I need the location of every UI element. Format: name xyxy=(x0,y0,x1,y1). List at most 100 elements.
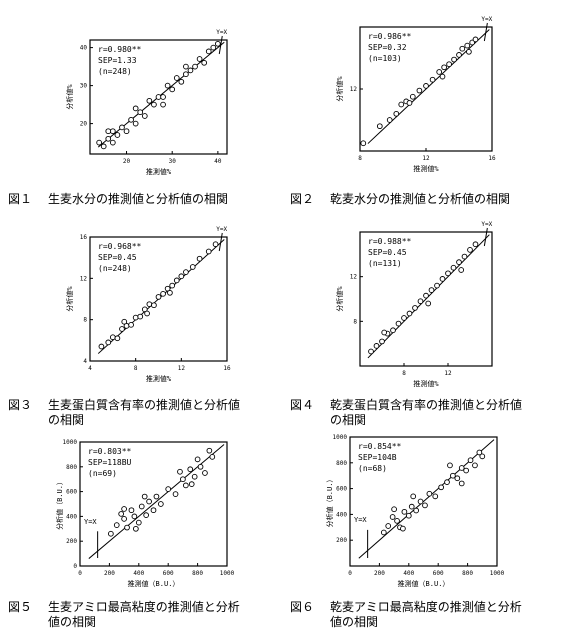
data-point xyxy=(390,327,396,334)
data-point xyxy=(206,447,213,454)
data-point xyxy=(467,457,474,464)
data-point xyxy=(446,61,452,68)
data-point xyxy=(429,76,436,83)
data-point xyxy=(464,42,471,49)
identity-arrow xyxy=(483,227,488,247)
data-point xyxy=(472,241,479,248)
data-point xyxy=(172,491,179,497)
y-tick-label: 1000 xyxy=(63,439,78,446)
stats-line: (n=68) xyxy=(358,464,387,473)
y-tick-label: 20 xyxy=(80,121,88,128)
identity-arrow xyxy=(218,35,223,55)
data-point xyxy=(151,302,157,309)
stats-line: SEP=0.45 xyxy=(368,248,407,257)
data-point xyxy=(173,75,180,81)
y-tick-label: 12 xyxy=(350,274,358,281)
y-tick-label: 30 xyxy=(80,83,88,90)
data-point xyxy=(463,467,469,474)
data-point xyxy=(400,525,406,532)
stats-line: (n=248) xyxy=(98,264,132,273)
data-point xyxy=(121,318,128,325)
identity-label: Y=X xyxy=(481,16,492,23)
identity-arrow xyxy=(483,22,488,42)
data-point xyxy=(123,128,130,135)
identity-label: Y=X xyxy=(354,516,367,524)
data-point xyxy=(173,277,180,284)
x-tick-label: 400 xyxy=(403,570,414,577)
data-point xyxy=(479,453,486,460)
stats-line: r=0.980** xyxy=(98,45,142,54)
x-axis-label: 推測値% xyxy=(413,164,439,173)
data-point xyxy=(146,301,153,308)
data-point xyxy=(155,294,162,300)
x-tick-label: 30 xyxy=(169,158,177,165)
y-tick-label: 40 xyxy=(80,45,88,52)
data-point xyxy=(178,78,185,85)
data-point xyxy=(132,120,139,127)
data-point xyxy=(150,507,157,514)
data-point xyxy=(360,140,367,147)
data-point xyxy=(143,512,150,519)
data-point xyxy=(451,56,457,63)
caption-text: 生麦水分の推測値と分析値の相関 xyxy=(48,192,229,206)
chart-fig6: 0 200 400 600 800 1000 200 400 600 800 1000 Y=X r=0.… xyxy=(325,434,505,588)
plot-frame xyxy=(79,441,228,567)
stats-line: SEP=118BU xyxy=(88,458,132,467)
data-point xyxy=(119,326,125,332)
data-point xyxy=(412,305,418,311)
x-tick-label: 1000 xyxy=(490,570,505,577)
y-axis-label: 分析値（B.U.） xyxy=(55,478,64,530)
data-point xyxy=(105,339,112,346)
data-point xyxy=(141,113,148,119)
data-point xyxy=(406,100,413,106)
data-point xyxy=(187,466,194,473)
data-point xyxy=(395,320,402,327)
plot-frame xyxy=(359,231,493,367)
data-point xyxy=(422,502,428,509)
data-point xyxy=(428,287,435,293)
data-point xyxy=(434,282,440,289)
data-point xyxy=(151,101,157,108)
data-point xyxy=(408,503,415,510)
identity-line xyxy=(97,41,225,148)
data-point xyxy=(165,486,172,492)
stats-line: SEP=1.33 xyxy=(98,56,137,65)
x-axis-label: 推測値（B.U.） xyxy=(398,579,450,588)
stats-line: (n=103) xyxy=(368,54,402,63)
y-tick-label: 16 xyxy=(80,234,88,241)
data-point xyxy=(188,481,195,488)
y-axis-label: 分析値% xyxy=(335,76,344,102)
x-tick-label: 800 xyxy=(192,570,203,577)
data-point xyxy=(121,506,127,512)
data-point xyxy=(472,36,479,43)
data-point xyxy=(409,93,416,100)
y-tick-label: 0 xyxy=(73,563,77,570)
data-point xyxy=(456,52,462,58)
data-point xyxy=(454,475,461,482)
data-point xyxy=(141,493,148,500)
stats-line: r=0.986** xyxy=(368,32,412,41)
data-point xyxy=(169,86,176,93)
data-point xyxy=(105,135,112,142)
stats-line: (n=248) xyxy=(98,67,132,76)
data-point xyxy=(118,511,125,517)
caption-fig1: 図１ 生麦水分の推測値と分析値の相関 xyxy=(8,192,228,207)
data-point xyxy=(96,139,102,146)
data-point xyxy=(109,128,116,135)
data-point xyxy=(210,44,217,51)
data-point xyxy=(461,253,468,260)
stats-line: r=0.968** xyxy=(98,242,142,251)
chart-fig4: 8 12 8 12 Y=X r=0.988** SEP=0.45 (n=131) 推測値% 分析値… xyxy=(335,221,493,388)
data-point xyxy=(444,479,450,486)
identity-label: Y=X xyxy=(481,221,492,228)
y-tick-label: 4 xyxy=(83,358,87,365)
data-point xyxy=(137,313,144,320)
caption-fig5: 図５ 生麦アミロ最高粘度の推測値と分析 値の相関 xyxy=(8,600,240,630)
data-point xyxy=(406,310,413,317)
data-point xyxy=(194,456,201,463)
x-tick-label: 20 xyxy=(123,158,131,165)
caption-text: 乾麦アミロ最高粘度の推測値と分析 xyxy=(330,600,522,614)
data-point xyxy=(133,525,139,532)
data-point xyxy=(209,454,216,460)
x-tick-label: 12 xyxy=(444,370,452,377)
